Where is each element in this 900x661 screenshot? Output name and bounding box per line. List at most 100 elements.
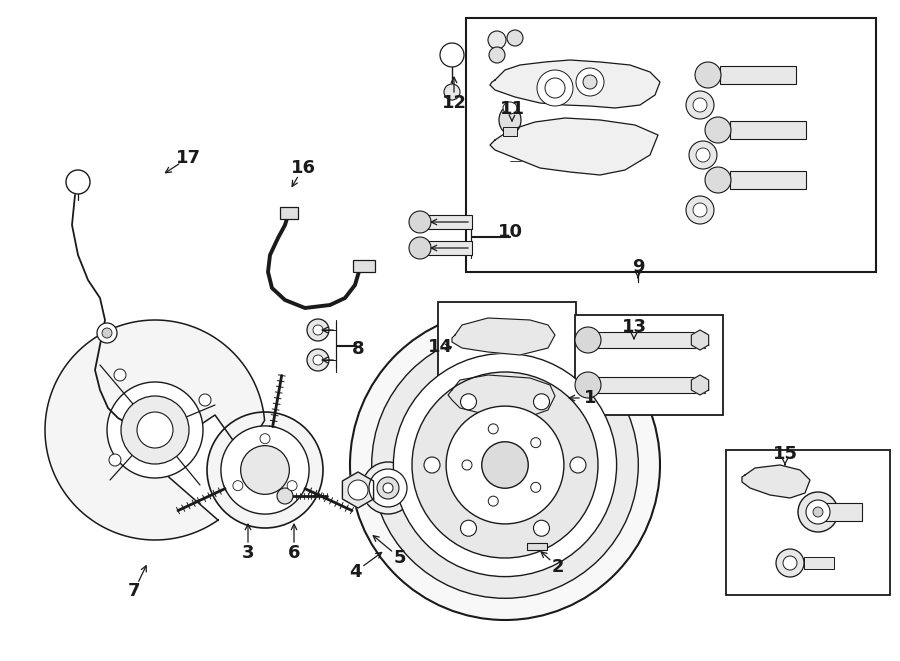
Text: 2: 2	[552, 558, 564, 576]
Circle shape	[489, 47, 505, 63]
Circle shape	[277, 488, 293, 504]
Circle shape	[798, 492, 838, 532]
Circle shape	[207, 412, 323, 528]
Text: 16: 16	[291, 159, 316, 177]
Circle shape	[109, 454, 121, 466]
Circle shape	[576, 68, 604, 96]
Circle shape	[220, 426, 309, 514]
Circle shape	[575, 372, 601, 398]
Circle shape	[377, 477, 399, 499]
Circle shape	[482, 442, 528, 488]
Circle shape	[705, 117, 731, 143]
Ellipse shape	[503, 102, 517, 114]
Circle shape	[686, 91, 714, 119]
Circle shape	[534, 394, 550, 410]
Circle shape	[583, 75, 597, 89]
Circle shape	[348, 480, 368, 500]
Bar	[503, 127, 517, 136]
Text: 5: 5	[394, 549, 406, 567]
Circle shape	[776, 549, 804, 577]
Circle shape	[137, 412, 173, 448]
Bar	[595, 377, 705, 393]
Text: 6: 6	[288, 544, 301, 562]
Circle shape	[686, 196, 714, 224]
Bar	[438, 302, 576, 450]
Bar	[730, 171, 806, 189]
Text: 7: 7	[128, 582, 140, 600]
Circle shape	[350, 310, 660, 620]
Circle shape	[393, 354, 616, 576]
Circle shape	[313, 325, 323, 335]
Circle shape	[461, 394, 476, 410]
Circle shape	[102, 328, 112, 338]
Text: 1: 1	[584, 389, 596, 407]
Circle shape	[813, 507, 823, 517]
Circle shape	[507, 30, 523, 46]
Polygon shape	[691, 375, 708, 395]
Circle shape	[489, 496, 499, 506]
Circle shape	[446, 406, 564, 524]
Polygon shape	[742, 465, 810, 498]
Bar	[427, 215, 472, 229]
Bar	[730, 121, 806, 139]
Bar	[726, 450, 890, 595]
Circle shape	[488, 31, 506, 49]
Bar	[427, 241, 472, 255]
Circle shape	[372, 332, 638, 598]
Circle shape	[121, 396, 189, 464]
Bar	[804, 557, 834, 569]
Text: 11: 11	[500, 100, 525, 118]
Circle shape	[570, 457, 586, 473]
Polygon shape	[342, 472, 374, 508]
Circle shape	[440, 43, 464, 67]
Circle shape	[695, 62, 721, 88]
Circle shape	[260, 434, 270, 444]
Bar	[466, 18, 876, 272]
Circle shape	[114, 369, 126, 381]
Text: 9: 9	[632, 258, 644, 276]
Text: 14: 14	[428, 338, 453, 356]
Circle shape	[307, 319, 329, 341]
Circle shape	[696, 148, 710, 162]
Circle shape	[287, 481, 297, 490]
Circle shape	[412, 372, 598, 558]
Circle shape	[409, 237, 431, 259]
Bar	[575, 315, 723, 415]
Ellipse shape	[499, 106, 521, 134]
Text: 4: 4	[349, 563, 361, 581]
Bar	[280, 207, 298, 219]
Circle shape	[689, 141, 717, 169]
Circle shape	[97, 323, 117, 343]
Polygon shape	[490, 60, 660, 108]
Text: 12: 12	[442, 94, 466, 112]
Circle shape	[233, 481, 243, 490]
Circle shape	[199, 394, 211, 406]
Circle shape	[537, 70, 573, 106]
Bar	[527, 543, 547, 550]
Polygon shape	[490, 118, 658, 175]
Polygon shape	[452, 318, 555, 355]
Bar	[820, 503, 862, 521]
Text: 3: 3	[242, 544, 254, 562]
Circle shape	[107, 382, 203, 478]
Text: 13: 13	[622, 318, 646, 336]
Polygon shape	[448, 375, 555, 420]
Circle shape	[307, 349, 329, 371]
Circle shape	[383, 483, 393, 493]
Circle shape	[531, 483, 541, 492]
Text: 10: 10	[498, 223, 523, 241]
Circle shape	[693, 98, 707, 112]
Circle shape	[240, 446, 290, 494]
Circle shape	[66, 170, 90, 194]
Circle shape	[424, 457, 440, 473]
Bar	[720, 66, 796, 84]
Circle shape	[531, 438, 541, 447]
Circle shape	[313, 355, 323, 365]
Circle shape	[545, 78, 565, 98]
Circle shape	[362, 462, 414, 514]
Circle shape	[462, 460, 472, 470]
Polygon shape	[45, 320, 265, 540]
Circle shape	[489, 424, 499, 434]
Circle shape	[534, 520, 550, 536]
Circle shape	[528, 531, 546, 549]
